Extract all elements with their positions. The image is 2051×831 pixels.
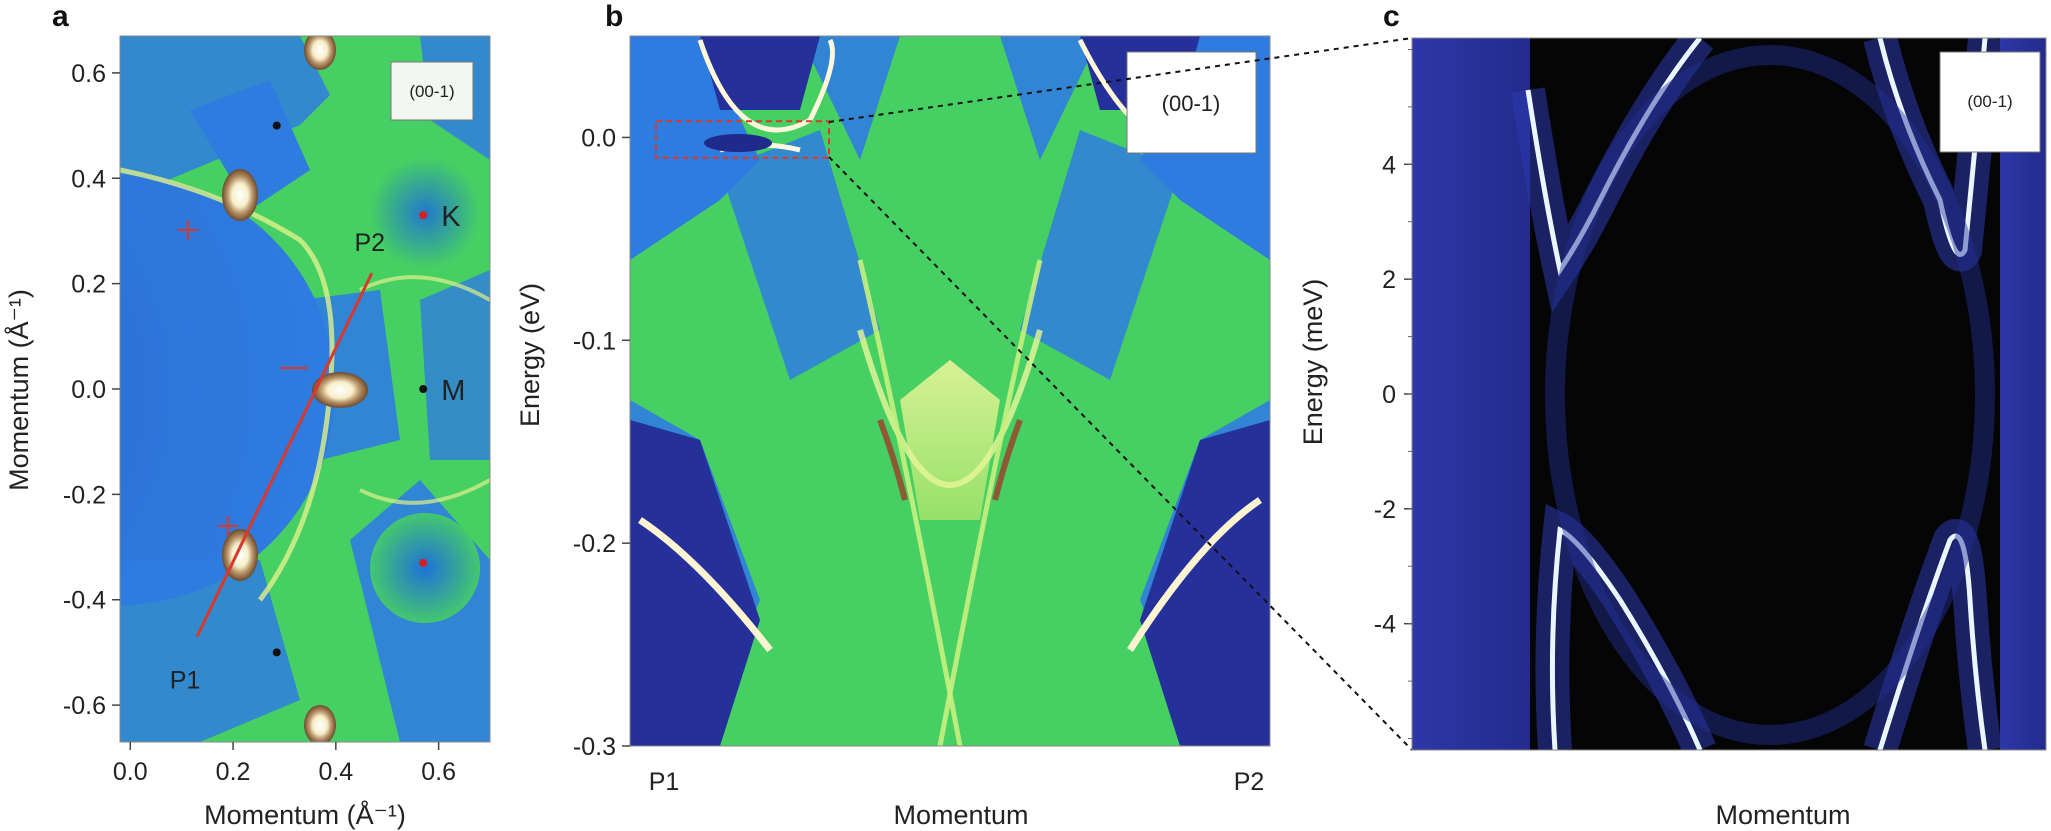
panel-a-point — [272, 648, 281, 657]
panel-a-inset-text: (00-1) — [409, 82, 454, 101]
panel-a-xtick-label: 0.4 — [318, 758, 353, 786]
panel-a-xticks: 0.0 0.2 0.4 0.6 — [113, 742, 456, 786]
panel-b-inset-text: (00-1) — [1162, 91, 1221, 116]
panel-a-path-start-label: P1 — [170, 667, 201, 695]
panel-c-ytick-label: -4 — [1374, 611, 1396, 639]
panel-letter-b: b — [605, 0, 623, 33]
panel-b-bands: b — [515, 0, 1271, 830]
panel-b-xlabel: Momentum — [893, 800, 1028, 830]
panel-a-ytick-label: -0.6 — [63, 692, 106, 720]
zoom-connector-bottom — [828, 156, 1413, 751]
panel-a-path-line — [195, 272, 374, 638]
panel-b-ytick-label: 0.0 — [581, 124, 616, 152]
panel-a-ytick-label: 0.0 — [71, 376, 106, 404]
panel-a-point-label: K — [441, 201, 461, 233]
panel-a-xtick-label: 0.0 — [113, 758, 148, 786]
panel-a-marks: P1 P2 K M — [170, 121, 465, 695]
panel-c-yticks: 4 2 0 -2 -4 — [1374, 48, 1412, 740]
panel-a-ylabel: Momentum (Å⁻¹) — [3, 289, 34, 491]
panel-b-ytick-label: -0.2 — [573, 530, 616, 558]
panel-letter-c: c — [1383, 0, 1400, 33]
panel-a-xlabel: Momentum (Å⁻¹) — [204, 799, 406, 830]
panel-b-ytick-label: -0.1 — [573, 327, 616, 355]
panel-a-xtick-label: 0.6 — [421, 758, 456, 786]
panel-b-x-end: P2 — [1234, 768, 1265, 796]
panel-a-ytick-label: -0.2 — [63, 481, 106, 509]
panel-c-ylabel: Energy (meV) — [1298, 279, 1328, 446]
panel-a-point — [419, 558, 428, 567]
panel-a-path-end-label: P2 — [355, 229, 386, 257]
panel-a-map: a — [3, 0, 491, 830]
panel-c-inset-text: (00-1) — [1967, 92, 2012, 111]
panel-b-yticks: 0.0 -0.1 -0.2 -0.3 — [573, 124, 630, 761]
panel-a-ytick-label: 0.4 — [71, 165, 106, 193]
panel-a-ytick-label: -0.4 — [63, 587, 106, 615]
panel-b-ytick-label: -0.3 — [573, 733, 616, 761]
panel-c-heatmap — [1412, 38, 2046, 750]
panel-b-heatmap — [630, 36, 1270, 746]
panel-a-ytick-label: 0.6 — [71, 60, 106, 88]
panel-c-zoom: c (00-1) 4 2 0 -2 -4 Momentum Energy (meV) — [1298, 0, 2047, 830]
panel-b-frame — [629, 35, 1271, 747]
panel-c-ytick-label: 2 — [1382, 266, 1396, 294]
panel-c-ytick-label: -2 — [1374, 496, 1396, 524]
panel-b-inset-label: (00-1) — [1126, 51, 1257, 154]
panel-c-ytick-label: 4 — [1382, 151, 1396, 179]
panel-b-x-start: P1 — [649, 768, 680, 796]
panel-a-yticks: 0.6 0.4 0.2 0.0 -0.2 -0.4 -0.6 — [63, 60, 120, 720]
panel-a-inset-label: (00-1) — [390, 61, 474, 121]
zoom-connector-top — [828, 37, 1413, 123]
panel-a-point-label: M — [441, 375, 465, 407]
panel-c-ytick-label: 0 — [1382, 381, 1396, 409]
panel-letter-a: a — [52, 0, 69, 33]
panel-a-ytick-label: 0.2 — [71, 271, 106, 299]
panel-a-point — [272, 121, 281, 130]
panel-b-zoom-box — [655, 120, 830, 159]
panel-a-point — [419, 211, 428, 220]
panel-a-point — [419, 385, 428, 393]
panel-b-ylabel: Energy (eV) — [515, 283, 545, 427]
panel-c-inset-label: (00-1) — [1939, 51, 2041, 153]
panel-c-xlabel: Momentum — [1715, 800, 1850, 830]
panel-a-xtick-label: 0.2 — [216, 758, 251, 786]
